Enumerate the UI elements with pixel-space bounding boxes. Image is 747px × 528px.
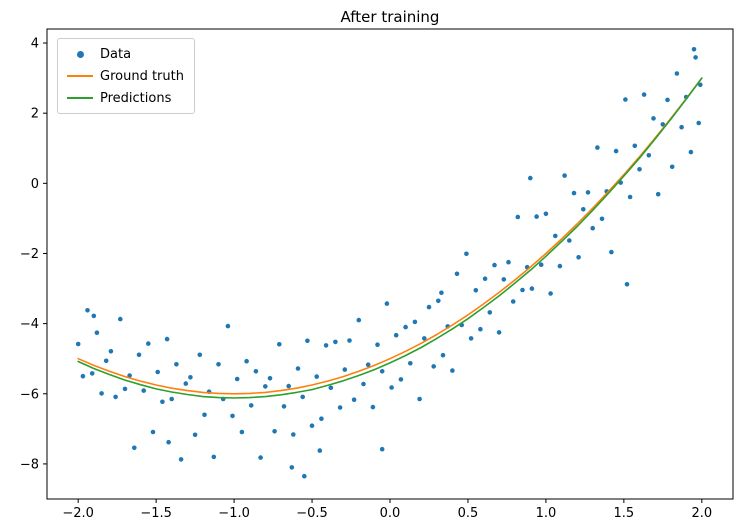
svg-text:0.5: 0.5: [458, 506, 479, 521]
legend-item-predictions: Predictions: [67, 90, 184, 106]
svg-text:−8: −8: [20, 457, 39, 472]
svg-text:−2: −2: [20, 247, 39, 262]
svg-text:0: 0: [31, 177, 39, 192]
svg-text:0.0: 0.0: [380, 506, 401, 521]
legend-item-data: Data: [67, 46, 184, 62]
y-axis-ticks: −8 −6 −4 −2 0 2 4: [20, 37, 47, 472]
x-axis-ticks: −2.0 −1.5 −1.0 −0.5 0.0 0.5 1.0 1.5 2.0: [62, 499, 712, 521]
svg-text:−2.0: −2.0: [62, 506, 94, 521]
legend-swatch-area: [67, 50, 93, 58]
svg-text:2.0: 2.0: [691, 506, 712, 521]
svg-text:−4: −4: [20, 317, 39, 332]
svg-text:2: 2: [31, 107, 39, 122]
svg-text:−0.5: −0.5: [296, 506, 328, 521]
scatter-marker-icon: [76, 50, 84, 58]
svg-text:−1.5: −1.5: [140, 506, 172, 521]
legend: Data Ground truth Predictions: [57, 38, 195, 114]
legend-label-data: Data: [100, 46, 132, 62]
legend-label-ground-truth: Ground truth: [100, 68, 184, 84]
svg-text:1.0: 1.0: [536, 506, 557, 521]
svg-text:4: 4: [31, 37, 39, 52]
line-swatch-icon: [67, 75, 93, 77]
line-swatch-icon: [67, 97, 93, 99]
predictions-line: [77, 77, 703, 399]
legend-swatch-area: [67, 97, 93, 99]
legend-swatch-area: [67, 75, 93, 77]
svg-text:−6: −6: [20, 387, 39, 402]
legend-item-ground-truth: Ground truth: [67, 68, 184, 84]
scatter-series: [75, 47, 703, 479]
legend-label-predictions: Predictions: [100, 90, 172, 106]
svg-text:−1.0: −1.0: [218, 506, 250, 521]
chart-title: After training: [340, 8, 440, 26]
ground-truth-line: [77, 77, 703, 395]
svg-text:1.5: 1.5: [614, 506, 635, 521]
